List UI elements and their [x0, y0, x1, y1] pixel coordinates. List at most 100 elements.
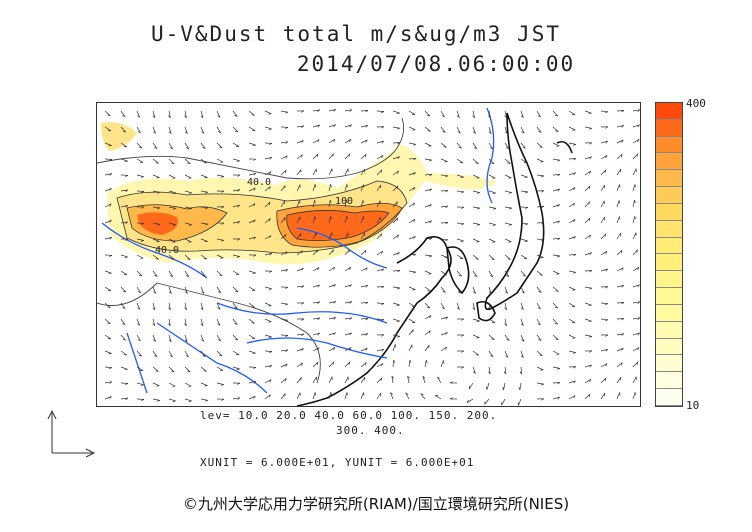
wind-arrow-head	[155, 370, 159, 372]
wind-arrow	[536, 254, 544, 258]
wind-arrow	[344, 216, 348, 224]
wind-arrow	[504, 222, 512, 225]
wind-arrow-head	[541, 205, 545, 209]
wind-arrow	[472, 270, 478, 277]
wind-arrow-head	[466, 399, 469, 403]
wind-arrow-head	[269, 252, 273, 256]
wind-arrow-head	[620, 154, 623, 158]
wind-arrow-head	[284, 234, 287, 238]
wind-arrow-head	[588, 336, 593, 338]
wind-arrow-head	[588, 217, 591, 221]
wind-arrow	[280, 217, 286, 224]
wind-arrow-head	[573, 366, 577, 369]
wind-arrow	[168, 254, 175, 260]
wind-arrow	[536, 286, 542, 293]
wind-arrow	[408, 344, 413, 352]
wind-arrow	[152, 366, 159, 372]
wind-arrow-head	[490, 275, 493, 278]
wind-arrow	[296, 125, 304, 128]
wind-arrow	[120, 286, 127, 293]
wind-arrow-head	[475, 162, 479, 164]
wind-arrow	[280, 378, 287, 384]
wind-arrow-head	[412, 143, 417, 146]
wind-arrow-head	[330, 184, 332, 188]
wind-arrow	[466, 398, 474, 403]
wind-arrow	[360, 168, 365, 176]
wind-arrow	[216, 238, 224, 241]
wind-arrow	[568, 334, 576, 339]
wind-arrow-head	[572, 144, 577, 146]
wind-arrow-head	[141, 222, 145, 225]
dust-shading	[101, 122, 497, 265]
wind-arrow	[232, 302, 238, 309]
wind-arrow	[456, 222, 465, 225]
wind-arrow-head	[253, 219, 256, 223]
wind-arrow-head	[441, 115, 445, 118]
wind-arrow-head	[519, 371, 522, 375]
wind-arrow	[584, 170, 591, 176]
wind-arrow	[312, 267, 320, 272]
colorbar-segment	[656, 304, 682, 322]
wind-arrow-head	[381, 250, 384, 254]
wind-arrow	[152, 238, 160, 242]
wind-arrow	[104, 126, 112, 132]
wind-arrow-head	[634, 216, 636, 220]
wind-arrow	[440, 360, 444, 368]
wind-arrow-head	[449, 397, 453, 400]
wind-arrow	[216, 366, 224, 371]
wind-arrow-head	[156, 191, 161, 194]
wind-arrow-head	[396, 304, 400, 306]
wind-arrow-head	[152, 307, 156, 310]
wind-arrow-head	[507, 162, 511, 164]
wind-arrow-head	[555, 290, 559, 292]
wind-arrow-head	[589, 350, 593, 353]
wind-arrow	[488, 254, 495, 260]
wind-arrow-head	[504, 131, 508, 134]
wind-arrow	[312, 392, 316, 400]
wind-arrow-head	[184, 115, 187, 119]
wind-arrow	[232, 126, 239, 133]
wind-arrow	[536, 366, 544, 371]
wind-arrow-head	[556, 255, 561, 258]
wind-arrow	[136, 110, 141, 118]
wind-arrow-head	[445, 205, 449, 209]
wind-arrow-head	[333, 301, 337, 304]
wind-arrow-head	[489, 147, 493, 150]
wind-arrow	[168, 382, 176, 387]
wind-arrow	[616, 377, 622, 384]
wind-arrow	[328, 138, 336, 144]
wind-arrow	[632, 200, 635, 208]
wind-arrow-head	[381, 126, 385, 129]
wind-arrow	[616, 249, 623, 256]
wind-arrow	[168, 142, 173, 150]
wind-arrow	[472, 254, 479, 260]
wind-arrow-head	[349, 139, 352, 143]
wind-arrow	[392, 185, 399, 192]
wind-arrow-head	[300, 377, 302, 381]
wind-arrow	[136, 350, 143, 357]
wind-arrow-head	[349, 109, 353, 112]
wind-arrow-head	[155, 162, 159, 164]
wind-arrow	[136, 158, 144, 163]
wind-arrow-head	[125, 397, 129, 401]
wind-arrow	[152, 126, 157, 134]
wind-arrow-head	[390, 392, 393, 395]
wind-arrow-head	[461, 191, 465, 194]
wind-arrow-head	[492, 208, 497, 210]
wind-arrow	[600, 268, 608, 272]
wind-arrow	[424, 254, 432, 257]
wind-arrow-head	[429, 237, 433, 241]
wind-arrow-head	[301, 318, 305, 321]
wind-arrow	[376, 377, 383, 384]
wind-arrow	[296, 250, 303, 256]
wind-arrow	[280, 155, 288, 160]
wind-arrow	[472, 286, 476, 294]
wind-arrow-head	[333, 109, 337, 112]
wind-arrow-head	[396, 127, 401, 130]
wind-arrow-head	[122, 338, 126, 341]
wind-arrow-head	[621, 302, 625, 305]
wind-arrow-head	[525, 206, 529, 209]
wind-arrow-head	[490, 355, 494, 358]
wind-arrow	[456, 190, 465, 193]
wind-arrow-head	[269, 142, 273, 145]
